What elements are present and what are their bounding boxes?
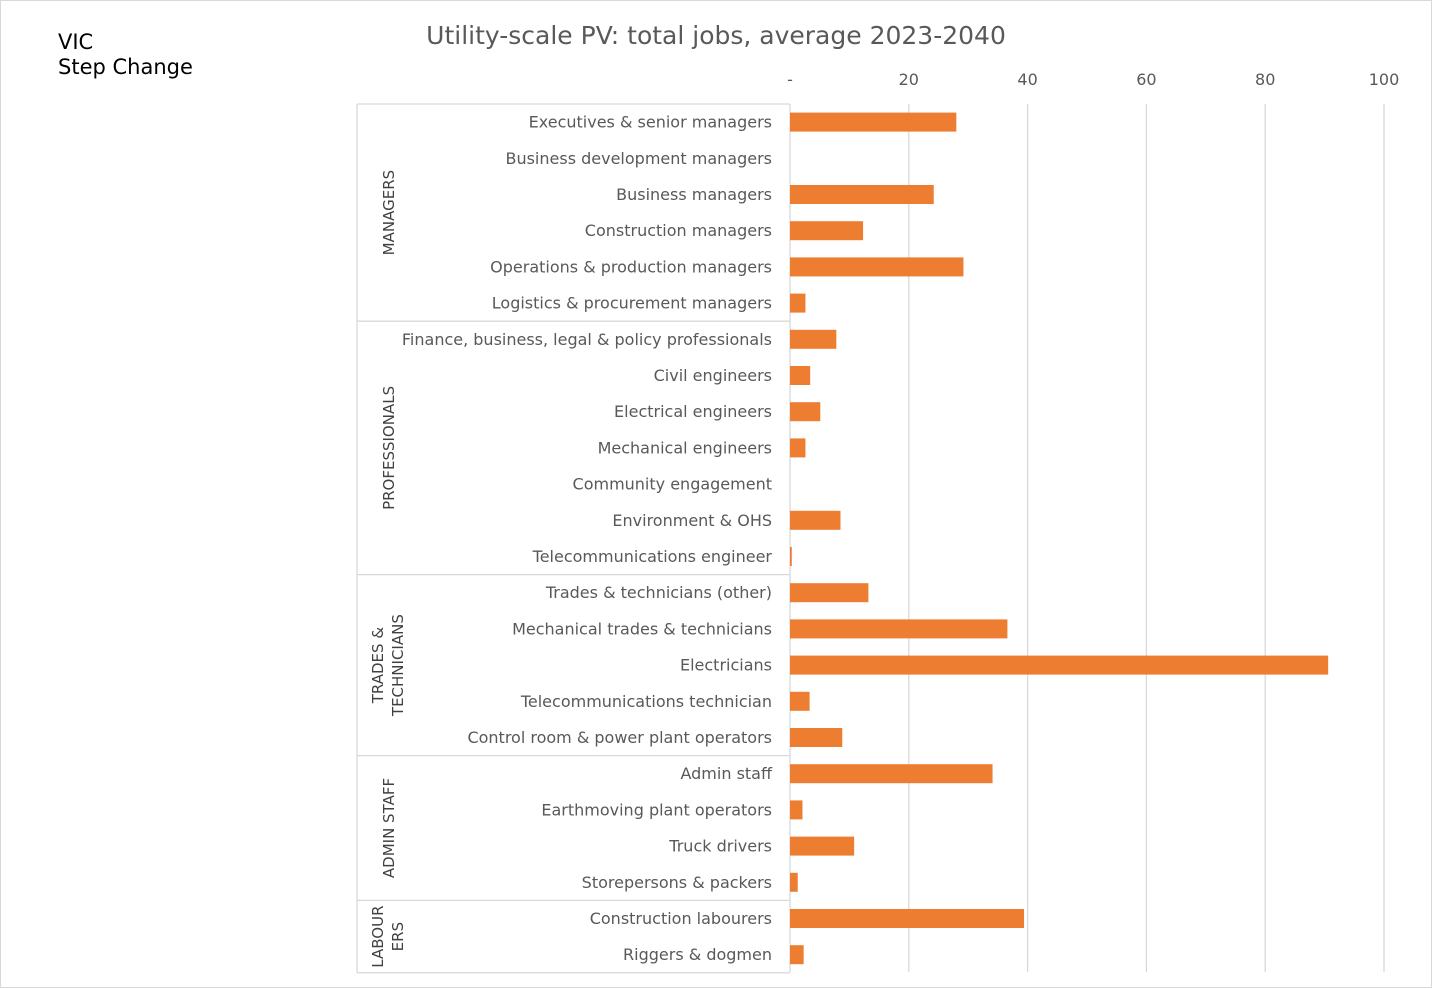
category-label: Community engagement <box>573 475 772 494</box>
bar <box>790 438 806 458</box>
category-groups: MANAGERS PROFESSIONALS TRADES & TECHNICIANS… <box>356 103 790 974</box>
bar <box>790 257 964 277</box>
category-label: Mechanical engineers <box>598 438 772 457</box>
category-label: Electricians <box>680 656 772 675</box>
bar <box>790 112 957 132</box>
scenario-label: Step Change <box>58 55 193 79</box>
category-label: Trades & technicians (other) <box>545 583 772 602</box>
group-label: LABOUR <box>369 905 387 967</box>
category-label: Executives & senior managers <box>529 113 772 132</box>
category-label: Storepersons & packers <box>582 873 772 892</box>
x-tick-label-40: 40 <box>1017 70 1037 89</box>
group-label: TRADES & <box>369 627 387 705</box>
category-label: Telecommunications engineer <box>532 547 773 566</box>
chart-title: Utility-scale PV: total jobs, average 20… <box>426 21 1006 50</box>
bar <box>790 836 855 856</box>
x-axis-tick-labels: - 20 40 60 80 100 <box>787 70 1399 89</box>
bar <box>790 728 843 747</box>
category-label: Business development managers <box>505 149 772 168</box>
group-label: ERS <box>389 922 407 951</box>
bar <box>790 583 869 603</box>
bar <box>790 329 837 349</box>
category-label: Earthmoving plant operators <box>541 800 772 819</box>
region-label: VIC <box>58 30 94 54</box>
bar <box>790 800 803 820</box>
gridlines <box>789 104 1385 972</box>
bar <box>790 221 864 241</box>
bar <box>790 402 821 422</box>
category-label: Electrical engineers <box>614 402 772 421</box>
category-label: Control room & power plant operators <box>467 728 772 747</box>
group-label: PROFESSIONALS <box>380 386 398 510</box>
bar <box>790 909 1025 928</box>
x-tick-label-60: 60 <box>1136 70 1156 89</box>
category-label: Construction labourers <box>590 909 772 928</box>
x-tick-label-80: 80 <box>1255 70 1275 89</box>
group-label: TECHNICIANS <box>389 614 407 717</box>
category-label: Finance, business, legal & policy profes… <box>402 330 772 349</box>
bar <box>790 945 804 965</box>
bar <box>790 764 993 784</box>
bar <box>790 872 798 892</box>
bar <box>790 619 1008 639</box>
category-label: Mechanical trades & technicians <box>512 619 772 638</box>
group-label: ADMIN STAFF <box>380 778 398 878</box>
bar <box>790 547 792 566</box>
category-label: Admin staff <box>680 764 772 783</box>
bars <box>790 112 1329 965</box>
category-label: Riggers & dogmen <box>623 945 772 964</box>
bar <box>790 293 806 313</box>
region-scenario-label: VIC Step Change <box>58 30 193 80</box>
bar <box>790 185 934 204</box>
category-label: Logistics & procurement managers <box>492 294 772 313</box>
category-labels: Executives & senior managers Business dev… <box>402 113 773 965</box>
bar <box>790 655 1329 675</box>
bar <box>790 510 841 530</box>
category-label: Construction managers <box>585 221 772 240</box>
category-label: Environment & OHS <box>612 511 772 530</box>
group-label: MANAGERS <box>380 170 398 255</box>
bar <box>790 366 811 385</box>
x-tick-label-100: 100 <box>1369 70 1400 89</box>
category-label: Civil engineers <box>654 366 772 385</box>
bar <box>790 691 810 711</box>
category-label: Business managers <box>616 185 772 204</box>
category-label: Truck drivers <box>668 837 772 856</box>
x-tick-label-0: - <box>787 70 793 89</box>
category-label: Telecommunications technician <box>520 692 772 711</box>
x-tick-label-20: 20 <box>899 70 919 89</box>
category-label: Operations & production managers <box>490 257 772 276</box>
